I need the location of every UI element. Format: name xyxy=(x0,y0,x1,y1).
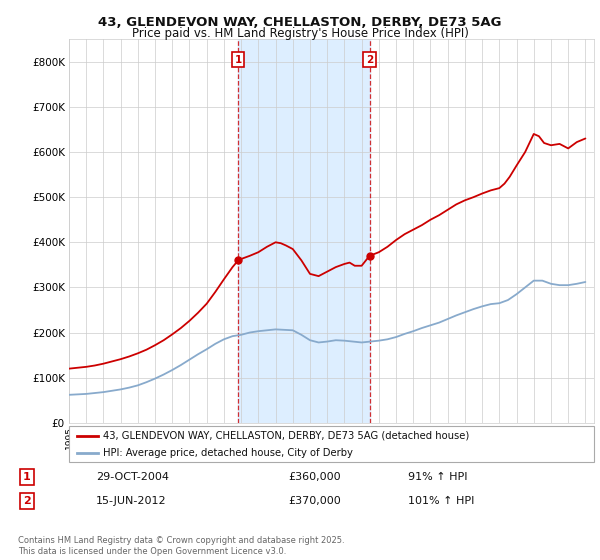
Text: 2: 2 xyxy=(366,54,373,64)
Text: 91% ↑ HPI: 91% ↑ HPI xyxy=(408,472,467,482)
Text: 43, GLENDEVON WAY, CHELLASTON, DERBY, DE73 5AG: 43, GLENDEVON WAY, CHELLASTON, DERBY, DE… xyxy=(98,16,502,29)
Text: 43, GLENDEVON WAY, CHELLASTON, DERBY, DE73 5AG (detached house): 43, GLENDEVON WAY, CHELLASTON, DERBY, DE… xyxy=(103,431,469,441)
Text: 2: 2 xyxy=(23,496,31,506)
FancyBboxPatch shape xyxy=(69,426,594,462)
Text: £360,000: £360,000 xyxy=(288,472,341,482)
Text: 1: 1 xyxy=(235,54,242,64)
Text: £370,000: £370,000 xyxy=(288,496,341,506)
Text: Contains HM Land Registry data © Crown copyright and database right 2025.
This d: Contains HM Land Registry data © Crown c… xyxy=(18,536,344,556)
Bar xyxy=(238,39,370,423)
Text: HPI: Average price, detached house, City of Derby: HPI: Average price, detached house, City… xyxy=(103,448,353,458)
Text: 29-OCT-2004: 29-OCT-2004 xyxy=(96,472,169,482)
Text: 1: 1 xyxy=(23,472,31,482)
Text: 15-JUN-2012: 15-JUN-2012 xyxy=(96,496,167,506)
Text: 101% ↑ HPI: 101% ↑ HPI xyxy=(408,496,475,506)
Text: Price paid vs. HM Land Registry's House Price Index (HPI): Price paid vs. HM Land Registry's House … xyxy=(131,27,469,40)
